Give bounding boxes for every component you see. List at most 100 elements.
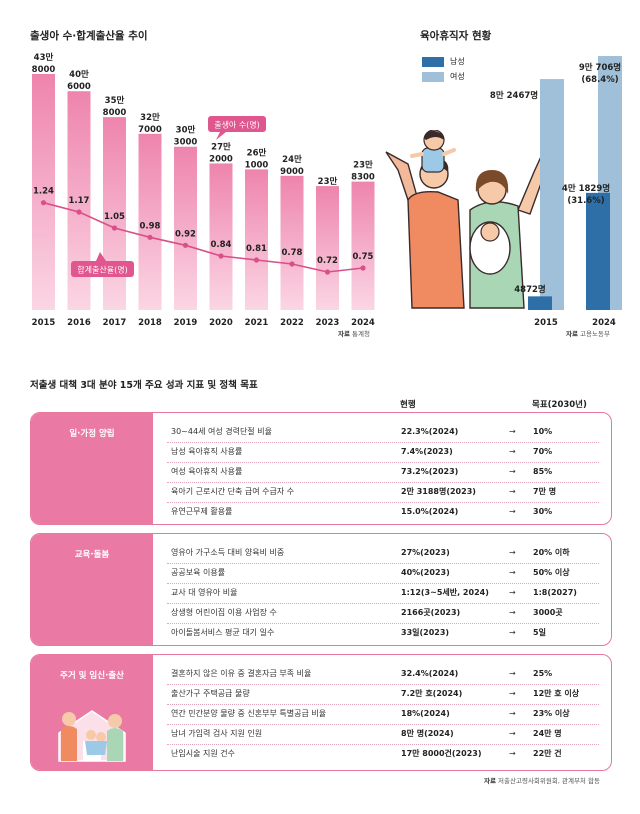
policy-title: 저출생 대책 3대 분야 15개 주요 성과 지표 및 정책 목표	[30, 380, 258, 391]
births-bar-label: 23만 8300	[351, 160, 375, 183]
births-source: 자료 통계청	[338, 328, 370, 338]
births-bar-label: 26만 1000	[245, 147, 269, 170]
births-bar-label: 32만 7000	[138, 112, 162, 135]
births-bar	[280, 175, 304, 310]
female-bar	[540, 79, 564, 310]
table-row: 결혼하지 않은 이유 중 결혼자금 부족 비율 32.4%(2024) → 25%	[171, 669, 553, 678]
fertility-point	[76, 209, 82, 215]
category-education-care: 교육·돌봄 영유아 가구소득 대비 양육비 비중 27%(2023) → 20% 이하…	[30, 533, 612, 646]
fertility-point	[289, 261, 295, 267]
fertility-point	[360, 265, 366, 271]
fertility-point	[182, 242, 189, 248]
fertility-point	[324, 269, 331, 275]
male-value-label: 4만 1829명 (31.6%)	[562, 183, 610, 206]
table-row: 남녀 가임력 검사 지원 인원 8만 명(2024) → 24만 명	[171, 729, 562, 738]
table-row: 상생형 어린이집 이용 사업장 수 2166곳(2023) → 3000곳	[171, 608, 563, 617]
fertility-label: 0.98	[140, 221, 161, 231]
births-bar	[351, 181, 375, 310]
births-bar	[316, 186, 339, 310]
line-series-tag: 합계출산율(명)	[71, 252, 134, 277]
births-x-tick: 2017	[103, 318, 127, 328]
fertility-label: 0.84	[211, 240, 232, 250]
fertility-label: 1.05	[104, 212, 125, 222]
births-x-tick: 2018	[138, 318, 162, 328]
leave-x-tick: 2015	[534, 318, 558, 328]
leave-chart-title: 육아휴직자 현황	[420, 30, 492, 42]
fertility-label: 1.24	[33, 187, 54, 197]
births-bar	[32, 74, 55, 310]
table-row: 연간 민간분양 물량 중 신혼부부 특별공급 비율 18%(2024) → 23% 이…	[171, 709, 570, 718]
births-bar	[138, 133, 162, 310]
table-row: 영유아 가구소득 대비 양육비 비중 27%(2023) → 20% 이하	[171, 548, 570, 557]
male-bar	[586, 192, 610, 310]
bar-series-tag-label: 출생아 수(명)	[214, 120, 260, 130]
table-row: 육아기 근로시간 단축 급여 수급자 수 2만 3188명(2023) → 7만 명	[171, 487, 557, 496]
leave-x-tick: 2024	[592, 318, 616, 328]
births-bar	[245, 169, 268, 310]
fertility-label: 0.92	[175, 229, 196, 239]
bar-series-tag: 출생아 수(명)	[208, 116, 266, 140]
table-row: 유연근무제 활용률 15.0%(2024) → 30%	[171, 507, 553, 516]
fertility-point	[40, 200, 47, 206]
category-name: 교육·돌봄	[74, 550, 110, 560]
leave-source-label: 자료	[566, 330, 578, 338]
births-x-tick: 2019	[174, 318, 198, 328]
births-x-tick: 2016	[67, 318, 91, 328]
table-row: 공공보육 이용률 40%(2023) → 50% 이상	[171, 568, 570, 577]
births-chart-title: 출생아 수·합계출산율 추이	[30, 30, 148, 42]
fertility-label: 0.81	[246, 244, 267, 254]
leave-source-text: 고용노동부	[580, 330, 610, 338]
table-row: 30~44세 여성 경력단절 비율 22.3%(2024) → 10%	[171, 427, 553, 436]
table-row: 아이돌봄서비스 평균 대기 일수 33일(2023) → 5일	[171, 628, 546, 637]
fertility-label: 0.72	[317, 256, 338, 266]
leave-source: 자료 고용노동부	[566, 328, 610, 338]
policy-source-text: 저출산고령사회위원회, 관계부처 합동	[498, 777, 600, 785]
female-value-label: 9만 706명 (68.4%)	[579, 62, 621, 85]
legend-female-swatch	[422, 72, 444, 82]
fertility-point	[147, 234, 153, 240]
fertility-label: 0.75	[353, 252, 374, 262]
births-bar-label: 40만 6000	[67, 69, 91, 92]
births-x-tick: 2015	[32, 318, 56, 328]
fertility-point	[253, 257, 260, 263]
table-row: 교사 대 영유아 비율 1:12(3~5세반, 2024) → 1:8(2027)	[171, 588, 577, 597]
line-series-tag-label: 합계출산율(명)	[77, 265, 127, 275]
births-source-text: 통계청	[352, 330, 370, 338]
category-housing-pregnancy: 주거 및 임신·출산 결혼하지 않은 이유 중 결혼자금 부족 비율 32.4%(…	[30, 654, 612, 771]
fertility-label: 1.17	[69, 196, 90, 206]
policy-source: 자료 저출산고령사회위원회, 관계부처 합동	[484, 775, 600, 785]
male-value-label: 4872명	[514, 284, 545, 295]
table-row: 난임시술 지원 건수 17만 8000건(2023) → 22만 건	[171, 749, 562, 758]
births-x-tick: 2022	[280, 318, 304, 328]
births-bar	[67, 91, 91, 310]
births-x-tick: 2020	[209, 318, 233, 328]
births-x-tick: 2021	[245, 318, 269, 328]
fertility-point	[218, 253, 224, 259]
births-source-label: 자료	[338, 330, 350, 338]
births-bar	[209, 163, 233, 310]
col-target-header: 목표(2030년)	[532, 400, 587, 410]
fertility-line	[43, 201, 364, 273]
births-x-tick: 2024	[351, 318, 375, 328]
births-bar-label: 35만 8000	[103, 95, 127, 118]
legend-male-swatch	[422, 57, 444, 67]
table-row: 남성 육아휴직 사용률 7.4%(2023) → 70%	[171, 447, 553, 456]
births-x-tick: 2023	[316, 318, 340, 328]
births-bar-label: 24만 9000	[280, 154, 304, 177]
leave-chart: 4872명 8만 2467명 4만 1829명 (31.6%) 9만 706명 (68.4…	[490, 56, 622, 328]
table-row: 출산가구 주택공급 물량 7.2만 호(2024) → 12만 호 이상	[171, 689, 580, 698]
births-bar-label: 27만 2000	[209, 141, 233, 164]
family-illustration	[385, 130, 549, 309]
policy-source-label: 자료	[484, 777, 496, 785]
births-chart: 43만 8000 40만 6000 35만 8000 32만 7000 30만 3000 27만 20…	[32, 52, 375, 328]
table-row: 여성 육아휴직 사용률 73.2%(2023) → 85%	[171, 467, 553, 476]
female-value-label: 8만 2467명	[490, 90, 538, 101]
col-current-header: 현행	[400, 400, 416, 410]
births-bar-label: 30만 3000	[174, 125, 198, 148]
family-house-illustration	[58, 710, 126, 762]
category-work-family: 일·가정 양립 30~44세 여성 경력단절 비율 22.3%(2024) → 10%…	[30, 412, 612, 525]
legend-male-label: 남성	[450, 57, 465, 66]
births-bar	[174, 146, 197, 310]
births-bar-label: 43만 8000	[32, 52, 56, 75]
fertility-label: 0.78	[282, 248, 303, 258]
